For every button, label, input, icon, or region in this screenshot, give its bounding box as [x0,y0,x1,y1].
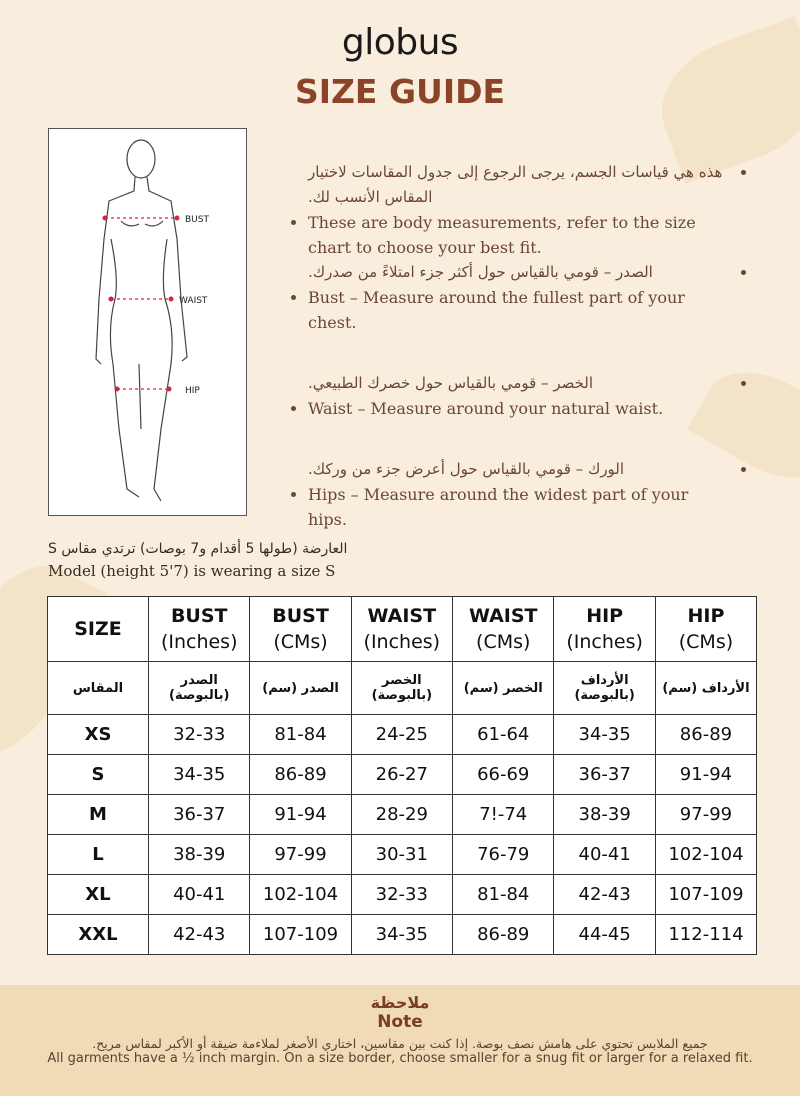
header-label: HIP [586,605,624,627]
note-title-ar: ملاحظة [370,993,430,1012]
size-cell: L [47,834,149,875]
measurement-cell: 28-29 [350,794,454,835]
measurement-cell: 42-43 [147,914,251,955]
column-header: BUST (CMs) [249,596,352,662]
header-unit: (CMs) [273,631,328,653]
bullet-en: These are body measurements, refer to th… [308,210,730,260]
brand-logo: globus [341,22,459,63]
column-header-ar: الأرداف (سم) [654,661,758,715]
measurement-cell: 40-41 [147,874,251,915]
measurement-cell: 42-43 [553,874,656,915]
measurement-instructions: هذه هي قياسات الجسم، يرجى الرجوع إلى جدو… [290,160,730,532]
measurement-cell: 38-39 [553,794,656,835]
bullet-ar: هذه هي قياسات الجسم، يرجى الرجوع إلى جدو… [308,160,730,210]
measurement-cell: 34-35 [553,714,656,755]
measurement-cell: 107-109 [249,914,352,955]
figure-label-bust: BUST [185,215,209,225]
bullet-en: Bust – Measure around the fullest part o… [308,285,730,335]
measurement-cell: 24-25 [350,714,454,755]
table-row: S 34-35 86-89 26-27 66-69 36-37 91-94 [47,754,758,795]
measurement-cell: 97-99 [249,834,352,875]
note-text-en: All garments have a ½ inch margin. On a … [47,1051,753,1066]
measurement-cell: 34-35 [350,914,454,955]
bullet-ar: الصدر – قومي بالقياس حول أكثر جزء امتلاء… [308,260,730,285]
header-label: BUST [272,605,329,627]
size-cell: M [47,794,149,835]
figure-label-waist: WAIST [179,296,208,306]
column-header-ar: المقاس [47,661,149,715]
table-row: XS 32-33 81-84 24-25 61-64 34-35 86-89 [47,714,758,755]
table-row: XXL 42-43 107-109 34-35 86-89 44-45 112-114 [47,914,758,955]
header-unit: (CMs) [476,631,531,653]
size-cell: XXL [47,914,149,955]
header-label: HIP [687,605,725,627]
column-header-ar: الصدر (بالبوصة) [147,661,251,715]
measurement-cell: 34-35 [147,754,251,795]
header-label: WAIST [468,605,538,627]
measurement-cell: 66-69 [452,754,555,795]
measurement-cell: 32-33 [350,874,454,915]
measurement-cell: 86-89 [654,714,758,755]
size-cell: S [47,754,149,795]
measurement-cell: 7!-74 [452,794,555,835]
bullet-en: Hips – Measure around the widest part of… [308,482,730,532]
measurement-cell: 112-114 [654,914,758,955]
measurement-cell: 32-33 [147,714,251,755]
header-unit: (Inches) [566,631,643,653]
measurement-cell: 86-89 [452,914,555,955]
header-unit: (CMs) [678,631,734,653]
measurement-cell: 102-104 [249,874,352,915]
size-chart-table: SIZE BUST (Inches) BUST (CMs) WAIST (Inches) WA… [47,596,758,955]
measurement-cell: 107-109 [654,874,758,915]
header-label: SIZE [74,618,122,640]
column-header: HIP (CMs) [654,596,758,662]
measurement-cell: 76-79 [452,834,555,875]
column-header-ar: الخصر (بالبوصة) [350,661,454,715]
column-header-ar: الخصر (سم) [452,661,555,715]
column-header: WAIST (Inches) [350,596,454,662]
page-title: SIZE GUIDE [294,72,506,111]
figure-label-hip: HIP [185,386,200,396]
measurement-cell: 38-39 [147,834,251,875]
bullet-ar: الورك – قومي بالقياس حول أعرض جزء من ورك… [308,457,730,482]
measurement-cell: 102-104 [654,834,758,875]
size-cell: XS [47,714,149,755]
column-header-ar: الأرداف (بالبوصة) [553,661,656,715]
model-info-ar: العارضة (طولها 5 أقدام و7 بوصات) ترتدي م… [48,541,348,557]
note-text-ar: جميع الملابس تحتوي على هامش نصف بوصة. إذ… [92,1036,708,1051]
header-label: WAIST [367,605,437,627]
measurement-cell: 86-89 [249,754,352,795]
measurement-cell: 97-99 [654,794,758,835]
column-header: SIZE [47,596,149,662]
column-header: BUST (Inches) [147,596,251,662]
header-unit: (Inches) [160,631,238,653]
measurement-cell: 91-94 [654,754,758,795]
measurement-cell: 81-84 [249,714,352,755]
measurement-cell: 44-45 [553,914,656,955]
measurement-cell: 40-41 [553,834,656,875]
measurement-cell: 91-94 [249,794,352,835]
table-row: XL 40-41 102-104 32-33 81-84 42-43 107-109 [47,874,758,915]
model-info: العارضة (طولها 5 أقدام و7 بوصات) ترتدي م… [48,538,347,582]
body-measurement-figure: BUST WAIST HIP [48,128,247,516]
table-row: L 38-39 97-99 30-31 76-79 40-41 102-104 [47,834,758,875]
measurement-cell: 61-64 [452,714,555,755]
column-header: HIP (Inches) [553,596,656,662]
measurement-cell: 26-27 [350,754,454,795]
note-title-en: Note [377,1012,423,1032]
measurement-cell: 36-37 [553,754,656,795]
measurement-cell: 81-84 [452,874,555,915]
bullet-en: Waist – Measure around your natural wais… [308,396,730,421]
header-label: BUST [170,605,228,627]
bullet-ar: الخصر – قومي بالقياس حول خصرك الطبيعي. [308,371,730,396]
note-section: ملاحظة Note جميع الملابس تحتوي على هامش … [0,985,800,1096]
size-cell: XL [47,874,149,915]
measurement-cell: 30-31 [350,834,454,875]
model-info-en: Model (height 5'7) is wearing a size S [48,562,336,580]
column-header-ar: الصدر (سم) [249,661,352,715]
header-unit: (Inches) [363,631,441,653]
column-header: WAIST (CMs) [452,596,555,662]
measurement-cell: 36-37 [147,794,251,835]
table-row: M 36-37 91-94 28-29 7!-74 38-39 97-99 [47,794,758,835]
